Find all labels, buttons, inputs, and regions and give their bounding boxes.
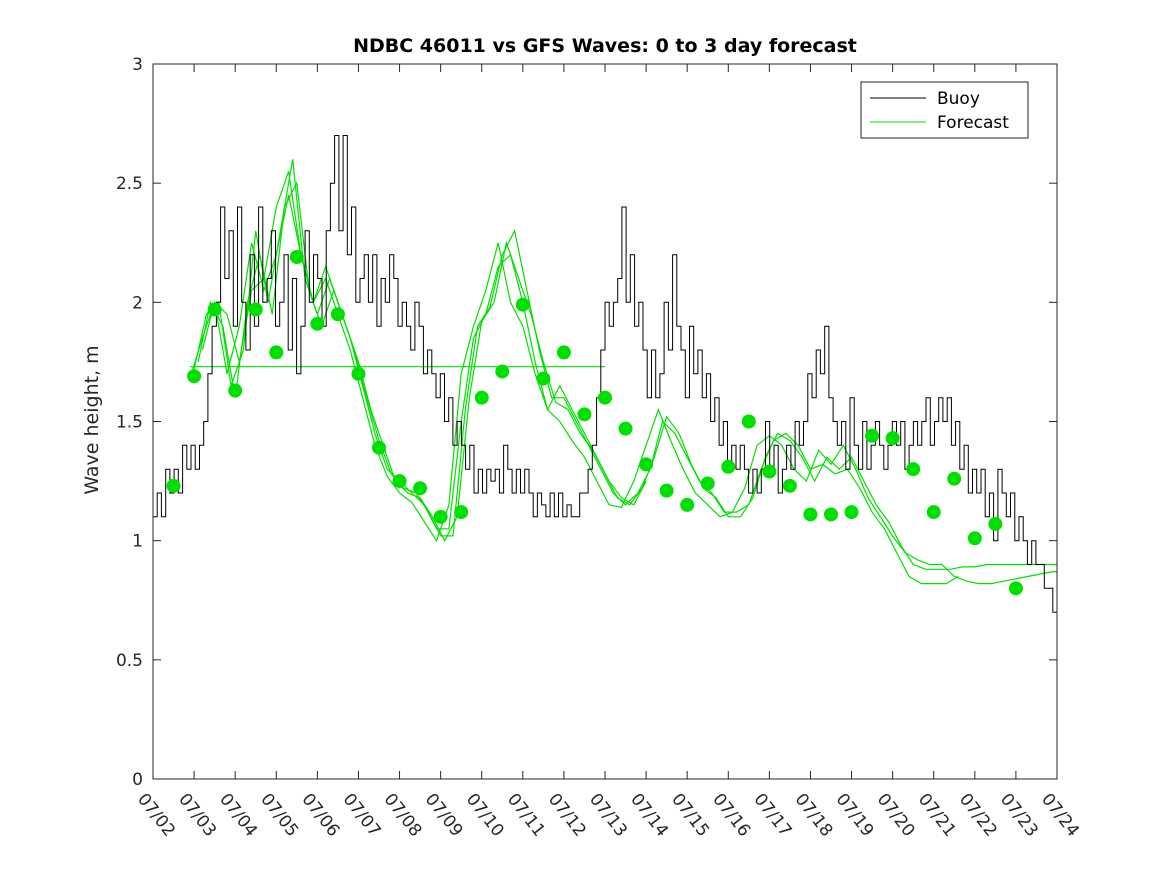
y-axis: 0 0.5 1 1.5 2 2.5 3 [116, 55, 1057, 790]
forecast-marker [988, 516, 1003, 531]
forecast-marker [680, 497, 695, 512]
forecast-marker [474, 390, 489, 405]
forecast-marker [926, 505, 941, 520]
forecast-marker [166, 478, 181, 493]
forecast-marker [495, 364, 510, 379]
forecast-marker [618, 421, 633, 436]
y-tick-label: 2.5 [116, 174, 143, 194]
y-tick-label: 1 [132, 532, 143, 552]
forecast-marker [269, 345, 284, 360]
chart-title: NDBC 46011 vs GFS Waves: 0 to 3 day fore… [353, 35, 857, 57]
forecast-marker [885, 431, 900, 446]
forecast-marker [392, 474, 407, 489]
forecast-marker [536, 371, 551, 386]
forecast-marker [351, 366, 366, 381]
y-axis-label: Wave height, m [81, 345, 103, 494]
forecast-marker [865, 428, 880, 443]
legend-forecast-label: Forecast [937, 113, 1009, 133]
legend-buoy-label: Buoy [937, 89, 980, 109]
forecast-marker [207, 302, 222, 317]
forecast-marker [741, 414, 756, 429]
y-tick-label: 2 [132, 293, 143, 313]
forecast-marker [803, 507, 818, 522]
forecast-line [189, 171, 647, 530]
forecast-marker [187, 369, 202, 384]
forecast-marker [310, 316, 325, 331]
plot-series [153, 135, 1057, 613]
forecast-marker [721, 459, 736, 474]
forecast-marker [782, 478, 797, 493]
legend: Buoy Forecast [860, 81, 1029, 139]
forecast-marker [433, 509, 448, 524]
y-tick-label: 3 [132, 55, 143, 75]
forecast-marker [413, 481, 428, 496]
forecast-marker [947, 471, 962, 486]
forecast-marker [906, 462, 921, 477]
forecast-marker [1008, 581, 1023, 596]
forecast-marker [844, 505, 859, 520]
forecast-marker [598, 390, 612, 405]
forecast-marker [967, 531, 982, 546]
forecast-marker [289, 250, 304, 265]
forecast-marker [659, 483, 674, 498]
buoy-line [153, 135, 1057, 613]
y-tick-label: 1.5 [116, 413, 143, 433]
forecast-marker [556, 345, 571, 360]
forecast-marker [372, 440, 386, 455]
forecast-marker [454, 505, 469, 520]
y-tick-label: 0.5 [116, 651, 143, 671]
forecast-marker [248, 302, 263, 317]
forecast-marker [639, 457, 654, 472]
forecast-marker [228, 383, 243, 398]
forecast-marker [824, 507, 838, 522]
y-tick-label: 0 [132, 770, 143, 790]
legend-box [860, 81, 1029, 139]
forecast-marker [330, 307, 345, 322]
forecast-marker [515, 297, 530, 312]
forecast-marker [762, 464, 777, 479]
forecast-marker [577, 407, 592, 422]
forecast-line [201, 194, 1057, 585]
forecast-marker [700, 476, 715, 491]
